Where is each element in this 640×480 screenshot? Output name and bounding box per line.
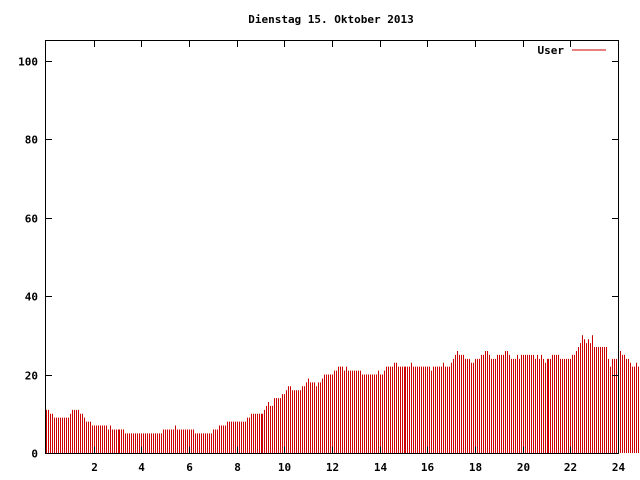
y-tick-label: 100 [18, 56, 38, 69]
x-tick-label: 12 [326, 461, 339, 474]
y-tick-label: 40 [25, 291, 38, 304]
y-axis: 0 20 40 60 80 100 [18, 56, 618, 461]
bars-group [46, 335, 639, 453]
y-tick-label: 0 [31, 448, 38, 461]
x-tick-label: 14 [374, 461, 388, 474]
x-tick-label: 16 [421, 461, 435, 474]
plot-frame [45, 40, 619, 454]
x-axis: 2 4 6 8 10 12 14 16 18 20 22 24 [91, 41, 625, 474]
x-tick-label: 8 [234, 461, 241, 474]
chart-title: Dienstag 15. Oktober 2013 [248, 13, 414, 26]
x-tick-label: 4 [138, 461, 145, 474]
x-tick-label: 22 [564, 461, 577, 474]
x-tick-label: 18 [469, 461, 482, 474]
x-tick-label: 10 [278, 461, 291, 474]
legend: User [538, 44, 606, 57]
x-tick-label: 6 [186, 461, 193, 474]
y-tick-label: 60 [25, 213, 38, 226]
y-tick-label: 20 [25, 370, 38, 383]
x-tick-label: 20 [517, 461, 530, 474]
legend-label: User [538, 44, 565, 57]
x-tick-label: 24 [612, 461, 626, 474]
x-tick-label: 2 [91, 461, 98, 474]
y-tick-label: 80 [25, 134, 38, 147]
